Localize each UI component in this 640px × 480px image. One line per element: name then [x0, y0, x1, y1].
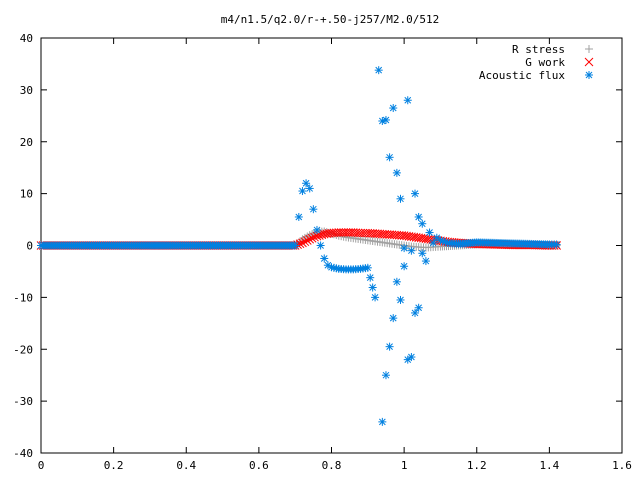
acoustic-flux-point: [385, 153, 394, 162]
y-tick-label: 20: [20, 136, 33, 149]
x-tick-label: 1: [401, 459, 408, 472]
chart-title: m4/n1.5/q2.0/r-+.50-j257/M2.0/512: [221, 13, 440, 26]
legend-marker-r-stress: [585, 45, 593, 53]
acoustic-flux-point: [305, 184, 314, 193]
acoustic-flux-point: [389, 104, 398, 113]
acoustic-flux-point: [378, 417, 387, 426]
y-tick-label: 40: [20, 32, 33, 45]
g-work-point: [302, 236, 312, 245]
acoustic-flux-point: [396, 295, 405, 304]
acoustic-flux-point: [392, 168, 401, 177]
legend-marker-g-work: [584, 57, 594, 67]
acoustic-flux-point: [418, 219, 427, 228]
g-work-point: [300, 237, 310, 247]
acoustic-flux-point: [407, 353, 416, 362]
acoustic-flux-point: [381, 115, 390, 124]
acoustic-flux-point: [302, 179, 311, 188]
acoustic-flux-point: [368, 283, 377, 292]
y-tick-label: 0: [26, 240, 33, 253]
x-tick-label: 0.6: [249, 459, 269, 472]
acoustic-flux-point: [400, 244, 409, 253]
g-work-point: [312, 231, 322, 241]
acoustic-flux-point: [294, 212, 303, 221]
y-tick-label: 10: [20, 188, 33, 201]
acoustic-flux-point: [392, 277, 401, 286]
g-work-point: [295, 239, 305, 249]
acoustic-flux-point: [552, 240, 561, 249]
data-series: [36, 66, 561, 426]
acoustic-flux-point: [309, 205, 318, 214]
x-tick-label: 1.4: [539, 459, 559, 472]
x-tick-label: 0: [38, 459, 45, 472]
axis-ticks: 0 0.2 0.4 0.6 0.8 1 1.2 1.4 1.6 -40 -30 -20 -10 0 10 20…: [13, 32, 632, 472]
acoustic-flux-point: [411, 308, 420, 317]
acoustic-flux-point: [396, 194, 405, 203]
acoustic-flux-point: [374, 66, 383, 75]
g-work-point: [307, 233, 317, 243]
legend-label-acoustic-flux: Acoustic flux: [479, 69, 565, 82]
acoustic-flux-point: [421, 257, 430, 266]
acoustic-flux-point: [418, 249, 427, 258]
acoustic-flux-point: [389, 314, 398, 323]
y-tick-label: -10: [13, 291, 33, 304]
y-tick-label: -20: [13, 343, 33, 356]
legend-marker-acoustic-flux: [585, 71, 593, 79]
acoustic-flux-point: [371, 293, 380, 302]
x-tick-label: 0.4: [176, 459, 196, 472]
g-work-point: [310, 232, 319, 242]
acoustic-flux-point: [385, 342, 394, 351]
acoustic-flux-point: [316, 241, 325, 250]
legend-label-r-stress: R stress: [512, 43, 565, 56]
acoustic-flux-point: [411, 189, 420, 198]
acoustic-flux-point: [407, 246, 416, 255]
y-tick-label: 30: [20, 84, 33, 97]
acoustic-flux-point: [312, 225, 321, 234]
acoustic-flux-point: [366, 273, 375, 282]
g-work-point: [298, 238, 307, 248]
acoustic-flux-point: [363, 263, 372, 272]
acoustic-flux-point: [414, 212, 423, 221]
x-tick-label: 0.8: [322, 459, 342, 472]
acoustic-flux-point: [298, 187, 307, 196]
acoustic-flux-point: [323, 261, 332, 270]
acoustic-flux-point: [425, 228, 434, 237]
legend-label-g-work: G work: [525, 56, 565, 69]
x-tick-label: 1.6: [612, 459, 632, 472]
acoustic-flux-series: [37, 66, 561, 426]
x-tick-label: 0.2: [104, 459, 124, 472]
y-tick-label: -40: [13, 447, 33, 460]
acoustic-flux-point: [403, 96, 412, 105]
acoustic-flux-point: [400, 262, 409, 271]
acoustic-flux-point: [320, 254, 329, 263]
y-tick-label: -30: [13, 395, 33, 408]
acoustic-flux-point: [291, 241, 300, 250]
acoustic-flux-point: [429, 238, 438, 247]
acoustic-flux-point: [414, 303, 423, 312]
g-work-point: [305, 234, 315, 244]
acoustic-flux-point: [381, 371, 390, 380]
x-tick-label: 1.2: [467, 459, 487, 472]
